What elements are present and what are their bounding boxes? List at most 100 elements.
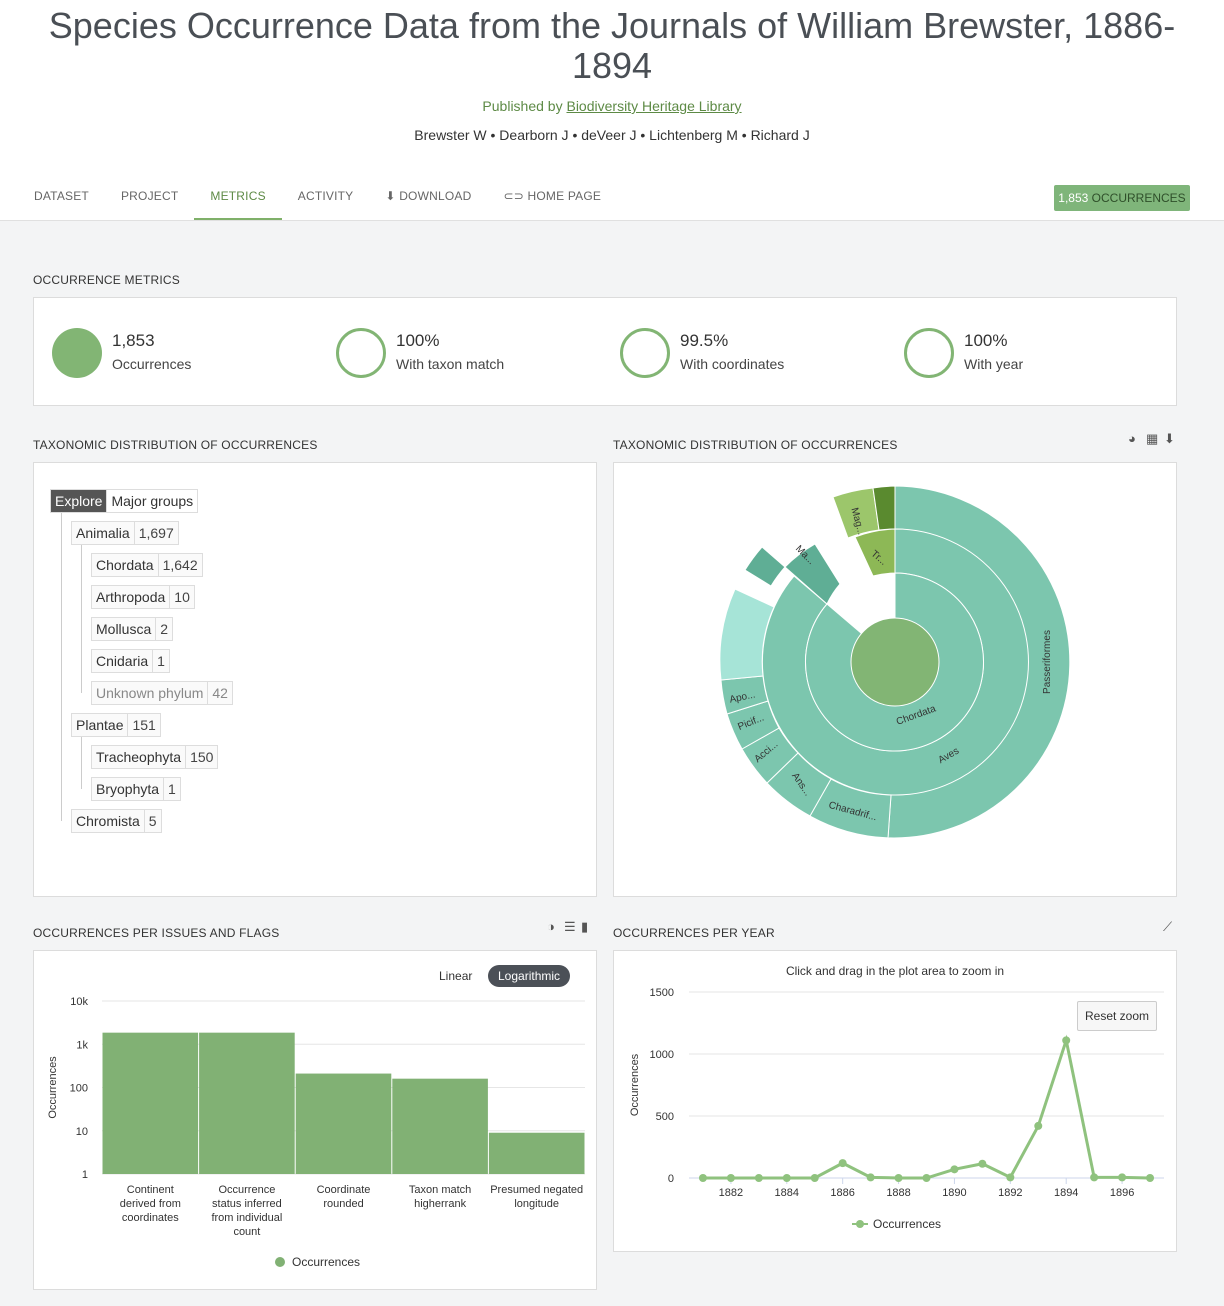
data-point bbox=[1006, 1173, 1015, 1182]
bar-chart-icon[interactable]: ▮ bbox=[581, 919, 589, 934]
authors-list: Brewster W • Dearborn J • deVeer J • Lic… bbox=[414, 127, 810, 143]
legend-label: Occurrences bbox=[873, 1217, 941, 1231]
issues-chart-title: OCCURRENCES PER ISSUES AND FLAGS bbox=[33, 926, 280, 940]
data-point bbox=[1118, 1173, 1127, 1182]
tree-node-plantae[interactable]: Plantae 151 bbox=[71, 713, 161, 737]
tree-connector bbox=[81, 737, 82, 789]
publisher-link[interactable]: Biodiversity Heritage Library bbox=[566, 98, 742, 114]
node-name: Arthropoda bbox=[96, 589, 166, 605]
taxonomy-tree-title: TAXONOMIC DISTRIBUTION OF OCCURRENCES bbox=[33, 438, 318, 452]
node-count: 1,642 bbox=[157, 554, 202, 576]
tab-dataset[interactable]: DATASET bbox=[34, 189, 89, 203]
node-count: 1 bbox=[152, 650, 169, 672]
data-point bbox=[950, 1165, 959, 1174]
metric-label: Occurrences bbox=[112, 356, 192, 372]
pie-chart-icon[interactable]: ◕ bbox=[1128, 431, 1136, 446]
download-icon[interactable]: ⬇ bbox=[1164, 431, 1175, 446]
sunburst-segment[interactable] bbox=[784, 543, 841, 605]
x-tick-label: 1890 bbox=[942, 1187, 966, 1199]
linear-toggle[interactable]: Linear bbox=[439, 969, 473, 983]
y-tick-label: 1 bbox=[82, 1169, 88, 1181]
bar bbox=[102, 1032, 199, 1174]
page-title: Species Occurrence Data from the Journal… bbox=[48, 5, 1176, 86]
tree-node-animalia[interactable]: Animalia 1,697 bbox=[71, 521, 179, 545]
x-tick-label: 1896 bbox=[1110, 1187, 1134, 1199]
x-tick-label: Occurrence status inferred from individual… bbox=[211, 1184, 282, 1238]
data-point bbox=[726, 1174, 735, 1182]
year-line-chart[interactable]: Click and drag in the plot area to zoom … bbox=[614, 951, 1176, 1251]
legend-marker bbox=[856, 1220, 864, 1228]
y-axis-label: Occurrences bbox=[629, 1053, 641, 1116]
x-tick-label: 1882 bbox=[719, 1187, 743, 1199]
logarithmic-toggle[interactable]: Logarithmic bbox=[488, 965, 571, 987]
x-tick-label: Presumed negated longitude bbox=[490, 1184, 583, 1210]
y-axis-label: Occurrences bbox=[47, 1056, 59, 1119]
data-point bbox=[866, 1173, 875, 1182]
bar bbox=[488, 1132, 585, 1174]
line-chart-icon[interactable]: ⟋ bbox=[1163, 919, 1173, 934]
metric-taxon-match: 100% With taxon match bbox=[336, 326, 576, 380]
node-name: Mollusca bbox=[96, 621, 152, 637]
sunburst-center[interactable] bbox=[850, 617, 940, 707]
year-chart-title: OCCURRENCES PER YEAR bbox=[613, 926, 775, 940]
reset-zoom-button[interactable]: Reset zoom bbox=[1077, 1001, 1157, 1031]
x-tick-label: 1892 bbox=[998, 1187, 1022, 1199]
treemap-icon[interactable]: ▦ bbox=[1146, 431, 1159, 446]
series-line bbox=[702, 1034, 1151, 1180]
tab-home-page[interactable]: ⊂⊃ HOME PAGE bbox=[487, 178, 617, 220]
year-chart-card: Click and drag in the plot area to zoom … bbox=[613, 950, 1177, 1252]
sunburst-segment[interactable] bbox=[744, 546, 786, 587]
tree-node-mollusca[interactable]: Mollusca 2 bbox=[91, 617, 174, 641]
tree-node-bryophyta[interactable]: Bryophyta 1 bbox=[91, 777, 181, 801]
node-count: 1,697 bbox=[133, 522, 178, 544]
occurrences-label: OCCURRENCES bbox=[1091, 191, 1186, 205]
tree-connector bbox=[81, 545, 82, 693]
tab-download[interactable]: ⬇ DOWNLOAD bbox=[369, 178, 487, 220]
issues-bar-chart[interactable]: 1 10 100 1k 10k Occurrences Continent derived f… bbox=[34, 951, 596, 1289]
tab-metrics[interactable]: METRICS bbox=[194, 178, 282, 220]
node-count: 5 bbox=[143, 810, 161, 832]
data-point bbox=[782, 1174, 791, 1182]
data-point bbox=[754, 1174, 763, 1182]
metrics-card: 1,853 Occurrences 100% With taxon match … bbox=[33, 297, 1177, 406]
legend-marker bbox=[275, 1257, 285, 1267]
occurrences-count: 1,853 bbox=[1058, 191, 1089, 205]
data-point bbox=[894, 1174, 903, 1182]
x-tick-label: Taxon match higherrank bbox=[409, 1184, 471, 1210]
node-count: 150 bbox=[185, 746, 217, 768]
y-tick-label: 1000 bbox=[650, 1049, 674, 1061]
tab-project[interactable]: PROJECT bbox=[120, 189, 179, 203]
data-point bbox=[922, 1174, 931, 1182]
pie-chart-icon[interactable]: ◑ bbox=[547, 919, 555, 934]
tab-bar: DATASET PROJECT METRICS ACTIVITY ⬇ DOWNL… bbox=[18, 178, 617, 221]
tree-node-tracheophyta[interactable]: Tracheophyta 150 bbox=[91, 745, 219, 769]
sunburst-title: TAXONOMIC DISTRIBUTION OF OCCURRENCES bbox=[613, 438, 898, 452]
legend-label: Occurrences bbox=[292, 1255, 360, 1269]
tree-node-chromista[interactable]: Chromista 5 bbox=[71, 809, 162, 833]
sunburst-label: Passeriformes bbox=[1042, 630, 1053, 694]
tab-explore[interactable]: Explore bbox=[51, 490, 107, 512]
tree-node-cnidaria[interactable]: Cnidaria 1 bbox=[91, 649, 170, 673]
data-point bbox=[698, 1174, 707, 1182]
sunburst-card: Passeriformes Aves Chordata Charadrif...… bbox=[613, 462, 1177, 897]
sunburst-segment[interactable] bbox=[854, 528, 896, 577]
y-tick-label: 100 bbox=[70, 1083, 88, 1095]
tree-connector bbox=[61, 513, 62, 821]
node-count: 2 bbox=[155, 618, 172, 640]
node-name: Chordata bbox=[96, 557, 154, 573]
y-tick-label: 0 bbox=[668, 1173, 674, 1185]
table-icon[interactable]: ☰ bbox=[564, 919, 576, 934]
tab-major-groups[interactable]: Major groups bbox=[106, 490, 197, 512]
tree-node-chordata[interactable]: Chordata 1,642 bbox=[91, 553, 203, 577]
sunburst-chart[interactable]: Passeriformes Aves Chordata Charadrif...… bbox=[614, 463, 1176, 896]
occurrences-button[interactable]: 1,853 OCCURRENCES bbox=[1054, 185, 1190, 211]
tree-node-unknown-phylum[interactable]: Unknown phylum 42 bbox=[91, 681, 233, 705]
metric-label: With coordinates bbox=[680, 356, 785, 372]
metric-coordinates: 99.5% With coordinates bbox=[620, 326, 860, 380]
published-prefix: Published by bbox=[482, 98, 563, 114]
tree-node-arthropoda[interactable]: Arthropoda 10 bbox=[91, 585, 195, 609]
published-by: Published by Biodiversity Heritage Libra… bbox=[0, 98, 1224, 114]
metric-ring bbox=[620, 328, 670, 378]
tab-activity[interactable]: ACTIVITY bbox=[297, 189, 354, 203]
metric-occurrences: 1,853 Occurrences bbox=[52, 326, 292, 380]
